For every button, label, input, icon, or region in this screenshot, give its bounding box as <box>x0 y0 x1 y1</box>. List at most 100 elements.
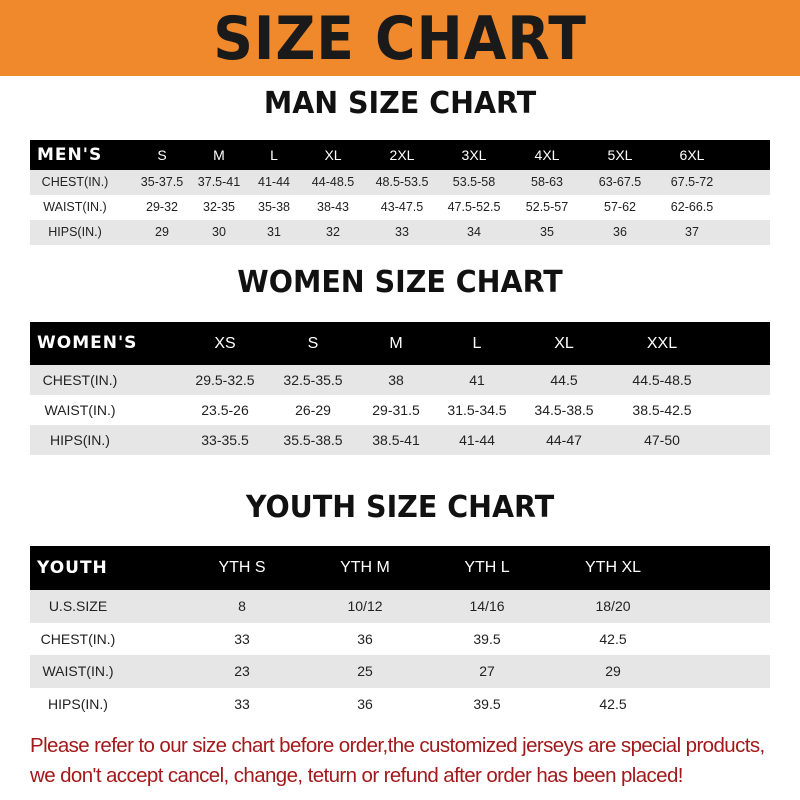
row-label: WAIST(IN.) <box>43 200 107 214</box>
table-cell: 34 <box>467 225 481 239</box>
table-cell: 23 <box>234 663 250 679</box>
table-header-row: MEN'S S M L XL 2XL 3XL 4XL 5XL 6XL <box>30 140 770 170</box>
column-header: MEN'S <box>37 145 103 165</box>
table-cell: 29 <box>155 225 169 239</box>
table-cell: 26-29 <box>295 402 331 418</box>
table-cell: 52.5-57 <box>525 200 569 214</box>
column-header: S <box>157 147 167 163</box>
table-row: HIPS(IN.) 33 36 39.5 42.5 <box>30 687 770 720</box>
column-header: 2XL <box>389 147 415 163</box>
men-section-title: MAN SIZE CHART <box>263 86 537 121</box>
table-cell: 39.5 <box>473 695 501 712</box>
table-cell: 31.5-34.5 <box>447 402 507 418</box>
column-header: YOUTH <box>37 558 108 578</box>
table-row: CHEST(IN.) 35-37.5 37.5-41 41-44 44-48.5 48.5… <box>30 170 770 195</box>
table-cell: 8 <box>238 598 246 614</box>
table-row: WAIST(IN.) 23.5-26 26-29 29-31.5 31.5-34.5 34… <box>30 395 770 425</box>
table-cell: 44.5-48.5 <box>632 372 692 388</box>
table-cell: 37.5-41 <box>197 175 241 189</box>
table-cell: 35-38 <box>258 200 290 214</box>
table-cell: 29 <box>605 663 621 679</box>
table-cell: 32-35 <box>203 200 235 214</box>
table-cell: 33-35.5 <box>201 432 249 448</box>
table-row: WAIST(IN.) 29-32 32-35 35-38 38-43 43-47.5 47.… <box>30 195 770 220</box>
table-cell: 44-48.5 <box>311 175 355 189</box>
column-header: YTH L <box>464 559 510 576</box>
table-header-row: WOMEN'S XS S M L XL XXL <box>30 322 770 365</box>
column-header: L <box>472 335 482 352</box>
table-cell: 36 <box>613 225 627 239</box>
table-cell: 33 <box>234 695 250 712</box>
table-cell: 23.5-26 <box>201 402 249 418</box>
table-cell: 39.5 <box>473 630 501 647</box>
table-cell: 36 <box>357 630 373 647</box>
column-header: YTH M <box>340 559 390 576</box>
table-cell: 57-62 <box>604 200 636 214</box>
table-cell: 18/20 <box>595 598 631 614</box>
column-header: 3XL <box>461 147 487 163</box>
table-cell: 38 <box>388 372 404 388</box>
table-cell: 25 <box>357 663 373 679</box>
table-cell: 30 <box>212 225 226 239</box>
table-cell: 35.5-38.5 <box>283 432 343 448</box>
women-section-title: WOMEN SIZE CHART <box>237 265 563 300</box>
table-cell: 38.5-42.5 <box>632 402 692 418</box>
table-row: HIPS(IN.) 29 30 31 32 33 34 35 36 37 <box>30 220 770 245</box>
column-header: 4XL <box>534 147 560 163</box>
header-banner: SIZE CHART <box>0 0 800 76</box>
column-header: 5XL <box>607 147 633 163</box>
row-label: CHEST(IN.) <box>40 630 116 647</box>
table-cell: 36 <box>357 695 373 712</box>
column-header: XL <box>324 147 342 163</box>
row-label: WAIST(IN.) <box>42 663 114 679</box>
column-header: S <box>307 335 319 352</box>
row-label: CHEST(IN.) <box>42 372 118 388</box>
table-cell: 35-37.5 <box>140 175 184 189</box>
table-header-row: YOUTH YTH S YTH M YTH L YTH XL <box>30 546 770 590</box>
table-cell: 47-50 <box>644 432 680 448</box>
column-header: WOMEN'S <box>37 333 138 353</box>
row-label: WAIST(IN.) <box>44 402 116 418</box>
table-cell: 29-32 <box>146 200 178 214</box>
column-header: XL <box>554 335 574 352</box>
table-cell: 63-67.5 <box>598 175 642 189</box>
table-cell: 38.5-41 <box>372 432 420 448</box>
table-row: U.S.SIZE 8 10/12 14/16 18/20 <box>30 590 770 623</box>
table-row: HIPS(IN.) 33-35.5 35.5-38.5 38.5-41 41-44 44-… <box>30 425 770 455</box>
table-cell: 48.5-53.5 <box>375 175 429 189</box>
column-header: M <box>389 335 403 352</box>
row-label: CHEST(IN.) <box>41 175 109 189</box>
row-label: HIPS(IN.) <box>48 225 102 239</box>
table-cell: 41 <box>469 372 485 388</box>
column-header: L <box>270 147 278 163</box>
row-label: HIPS(IN.) <box>48 695 108 712</box>
table-cell: 33 <box>234 630 250 647</box>
table-cell: 14/16 <box>469 598 505 614</box>
table-cell: 10/12 <box>347 598 383 614</box>
table-cell: 44.5 <box>550 372 578 388</box>
column-header: YTH S <box>218 559 266 576</box>
row-label: U.S.SIZE <box>48 598 108 614</box>
table-cell: 42.5 <box>599 695 627 712</box>
table-cell: 32.5-35.5 <box>283 372 343 388</box>
table-cell: 44-47 <box>546 432 582 448</box>
table-cell: 37 <box>685 225 699 239</box>
table-row: CHEST(IN.) 33 36 39.5 42.5 <box>30 622 770 655</box>
table-cell: 47.5-52.5 <box>447 200 501 214</box>
table-cell: 67.5-72 <box>670 175 714 189</box>
table-cell: 43-47.5 <box>380 200 424 214</box>
table-cell: 29.5-32.5 <box>195 372 255 388</box>
notice-line-1: Please refer to our size chart before or… <box>30 734 765 757</box>
table-cell: 41-44 <box>459 432 495 448</box>
table-cell: 35 <box>540 225 554 239</box>
column-header: XS <box>214 335 236 352</box>
notice-line-2: we don't accept cancel, change, teturn o… <box>30 764 683 787</box>
page-title: SIZE CHART <box>213 4 587 74</box>
column-header: M <box>213 147 225 163</box>
youth-section-title: YOUTH SIZE CHART <box>245 490 555 525</box>
table-cell: 33 <box>395 225 409 239</box>
column-header: YTH XL <box>584 559 642 576</box>
table-cell: 53.5-58 <box>452 175 496 189</box>
table-cell: 34.5-38.5 <box>534 402 594 418</box>
table-row: CHEST(IN.) 29.5-32.5 32.5-35.5 38 41 44.5 44.5… <box>30 365 770 395</box>
